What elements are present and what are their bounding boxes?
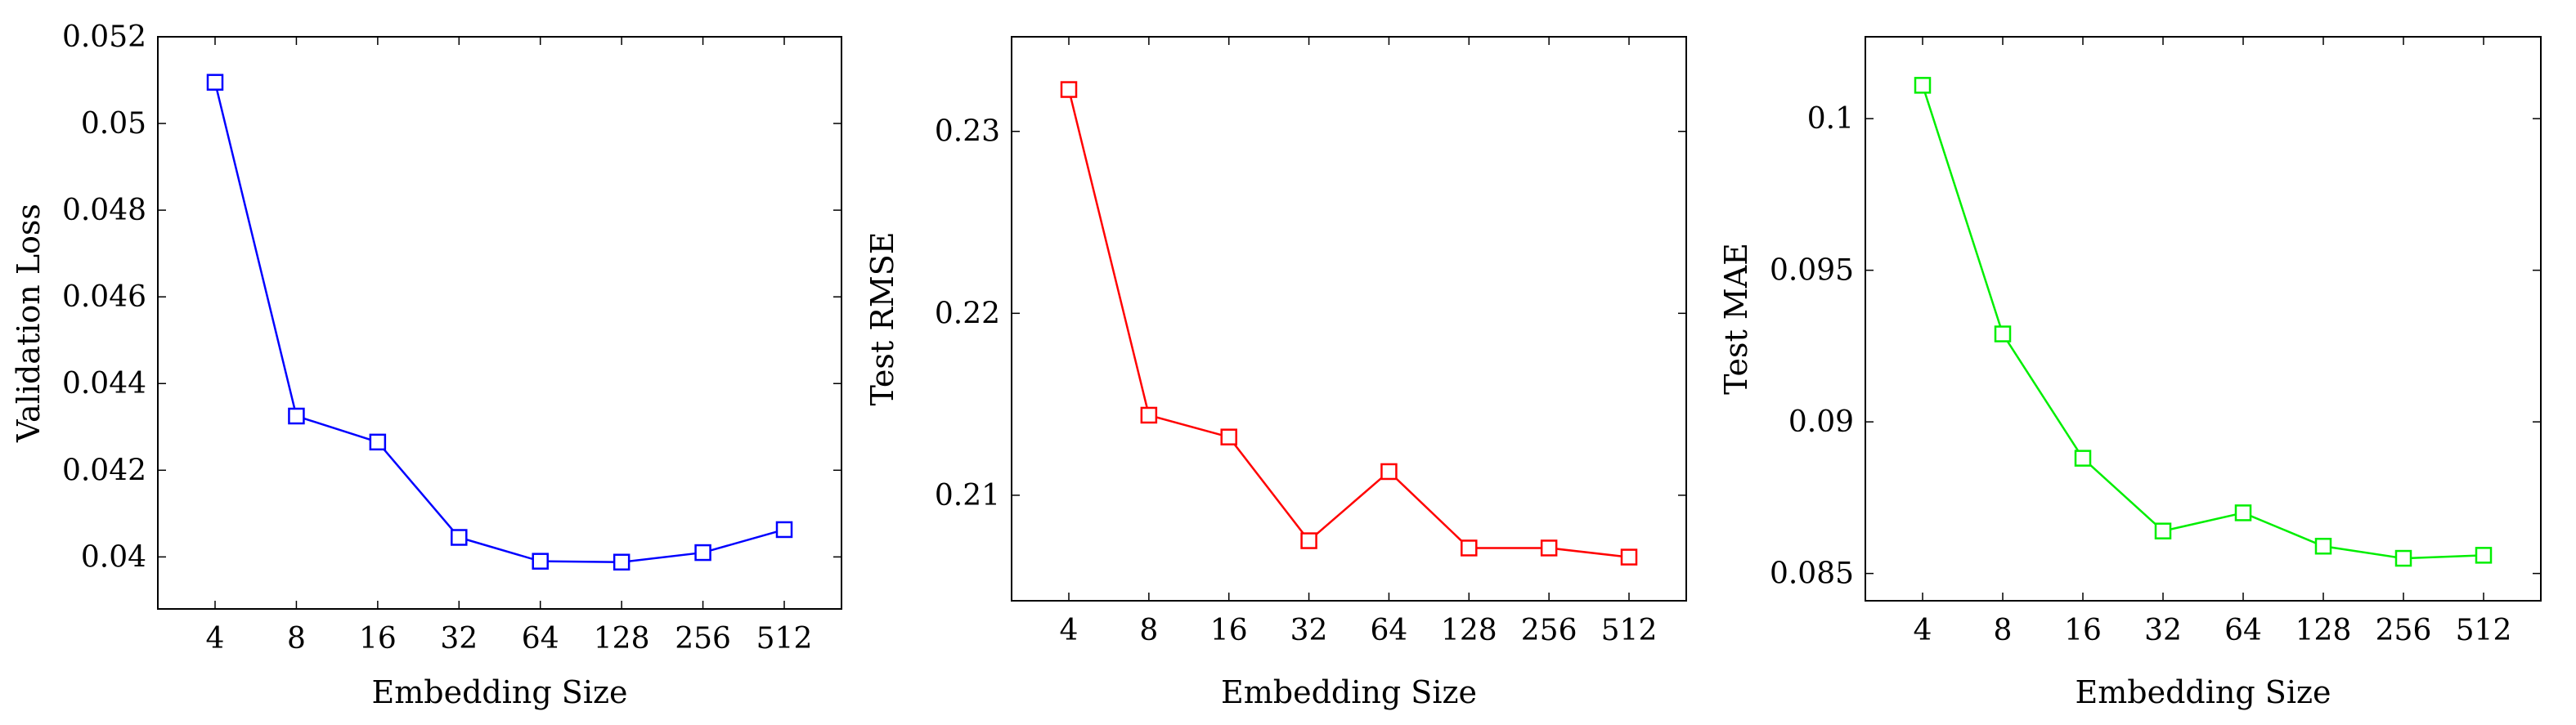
- y-tick-label: 0.1: [1807, 102, 1854, 136]
- y-axis-label: Test MAE: [1718, 243, 1754, 395]
- y-axis-label: Validation Loss: [11, 204, 47, 443]
- data-point: [532, 553, 549, 570]
- data-point: [613, 553, 631, 571]
- data-point: [1300, 532, 1317, 549]
- y-tick-label: 0.048: [62, 194, 146, 227]
- y-tick-label: 0.085: [1770, 557, 1854, 591]
- x-tick-label: 16: [2064, 614, 2102, 647]
- x-axis-label: Embedding Size: [1221, 674, 1477, 710]
- series-line: [1921, 84, 2484, 560]
- x-tick-label: 4: [206, 622, 225, 656]
- data-point: [1620, 548, 1638, 566]
- x-tick-label: 32: [440, 622, 478, 656]
- data-point: [1914, 77, 1932, 94]
- x-tick-label: 128: [594, 622, 650, 656]
- x-tick-label: 8: [287, 622, 306, 656]
- data-point: [2475, 547, 2493, 564]
- x-tick-label: 32: [1290, 614, 1328, 647]
- y-tick-label: 0.046: [62, 280, 146, 314]
- x-tick-label: 512: [756, 622, 813, 656]
- series-line: [1067, 89, 1630, 558]
- chart-1: 4 8 16 32 64 128 256 512 0.04 0.042 0.044 0.046 0.04…: [11, 20, 842, 710]
- y-axis-label: Test RMSE: [864, 231, 900, 405]
- y-tick-label: 0.095: [1770, 254, 1854, 288]
- x-tick-label: 512: [2456, 614, 2512, 647]
- data-point: [1380, 463, 1398, 481]
- x-tick-label: 8: [1994, 614, 2013, 647]
- data-point: [1140, 406, 1158, 424]
- x-tick-label: 4: [1914, 614, 1932, 647]
- x-tick-label: 512: [1601, 614, 1658, 647]
- data-point: [2074, 450, 2092, 467]
- x-tick-label: 64: [2224, 614, 2262, 647]
- y-tick-label: 0.04: [81, 540, 146, 574]
- data-point: [1220, 428, 1237, 445]
- x-tick-label: 64: [522, 622, 559, 656]
- data-point: [694, 544, 711, 562]
- y-tick-label: 0.042: [62, 454, 146, 487]
- chart-3: 4 8 16 32 64 128 256 512 0.085 0.09 0.095 0.1 Embedd…: [1718, 36, 2542, 710]
- data-point: [288, 407, 305, 425]
- x-tick-label: 128: [1441, 614, 1497, 647]
- data-point: [1994, 325, 2012, 342]
- data-point: [1461, 539, 1478, 557]
- data-point: [2394, 549, 2412, 567]
- data-point: [2314, 537, 2332, 555]
- y-tick-label: 0.09: [1788, 405, 1854, 439]
- y-tick-label: 0.05: [81, 107, 146, 141]
- x-tick-label: 256: [2376, 614, 2432, 647]
- y-tick-label: 0.052: [62, 20, 146, 54]
- data-point: [1060, 81, 1078, 98]
- data-point: [1540, 539, 1558, 557]
- plot-frame: [1011, 36, 1687, 602]
- x-tick-label: 64: [1371, 614, 1408, 647]
- data-point: [2234, 504, 2252, 521]
- series-line: [213, 82, 785, 563]
- y-tick-label: 0.23: [935, 115, 1000, 149]
- data-point: [451, 529, 468, 546]
- x-tick-label: 16: [1210, 614, 1248, 647]
- x-axis-label: Embedding Size: [2076, 674, 2331, 710]
- plot-frame: [157, 36, 842, 610]
- y-tick-label: 0.044: [62, 367, 146, 401]
- x-tick-label: 4: [1060, 614, 1079, 647]
- data-point: [775, 521, 793, 539]
- plot-frame: [1865, 36, 2542, 602]
- y-tick-label: 0.21: [935, 479, 1000, 512]
- data-point: [2154, 522, 2172, 539]
- x-axis-label: Embedding Size: [372, 674, 628, 710]
- x-tick-label: 8: [1139, 614, 1158, 647]
- x-tick-label: 16: [359, 622, 397, 656]
- x-tick-label: 256: [675, 622, 731, 656]
- data-point: [369, 433, 387, 451]
- y-tick-label: 0.22: [935, 297, 1000, 330]
- x-tick-label: 128: [2296, 614, 2352, 647]
- data-point: [206, 74, 224, 91]
- x-tick-label: 256: [1521, 614, 1577, 647]
- x-tick-label: 32: [2144, 614, 2182, 647]
- chart-2: 4 8 16 32 64 128 256 512 0.21 0.22 0.23 Embedding S…: [864, 36, 1687, 710]
